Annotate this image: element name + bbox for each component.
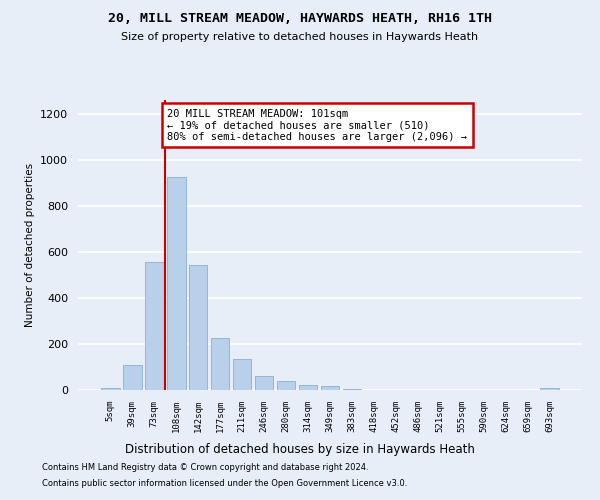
Bar bbox=[123, 364, 142, 390]
Text: Contains HM Land Registry data © Crown copyright and database right 2024.: Contains HM Land Registry data © Crown c… bbox=[42, 464, 368, 472]
Text: 20 MILL STREAM MEADOW: 101sqm
← 19% of detached houses are smaller (510)
80% of : 20 MILL STREAM MEADOW: 101sqm ← 19% of d… bbox=[167, 108, 467, 142]
Text: Contains public sector information licensed under the Open Government Licence v3: Contains public sector information licen… bbox=[42, 478, 407, 488]
Bar bbox=[101, 388, 119, 390]
Bar bbox=[211, 338, 229, 390]
Bar bbox=[277, 382, 295, 390]
Bar bbox=[167, 177, 185, 390]
Bar bbox=[299, 385, 317, 390]
Bar bbox=[233, 359, 251, 390]
Text: Size of property relative to detached houses in Haywards Heath: Size of property relative to detached ho… bbox=[121, 32, 479, 42]
Bar bbox=[343, 389, 361, 390]
Bar bbox=[255, 376, 274, 390]
Bar bbox=[320, 386, 340, 390]
Bar bbox=[145, 262, 164, 390]
Bar bbox=[541, 388, 559, 390]
Text: 20, MILL STREAM MEADOW, HAYWARDS HEATH, RH16 1TH: 20, MILL STREAM MEADOW, HAYWARDS HEATH, … bbox=[108, 12, 492, 26]
Y-axis label: Number of detached properties: Number of detached properties bbox=[25, 163, 35, 327]
Text: Distribution of detached houses by size in Haywards Heath: Distribution of detached houses by size … bbox=[125, 442, 475, 456]
Bar bbox=[189, 264, 208, 390]
